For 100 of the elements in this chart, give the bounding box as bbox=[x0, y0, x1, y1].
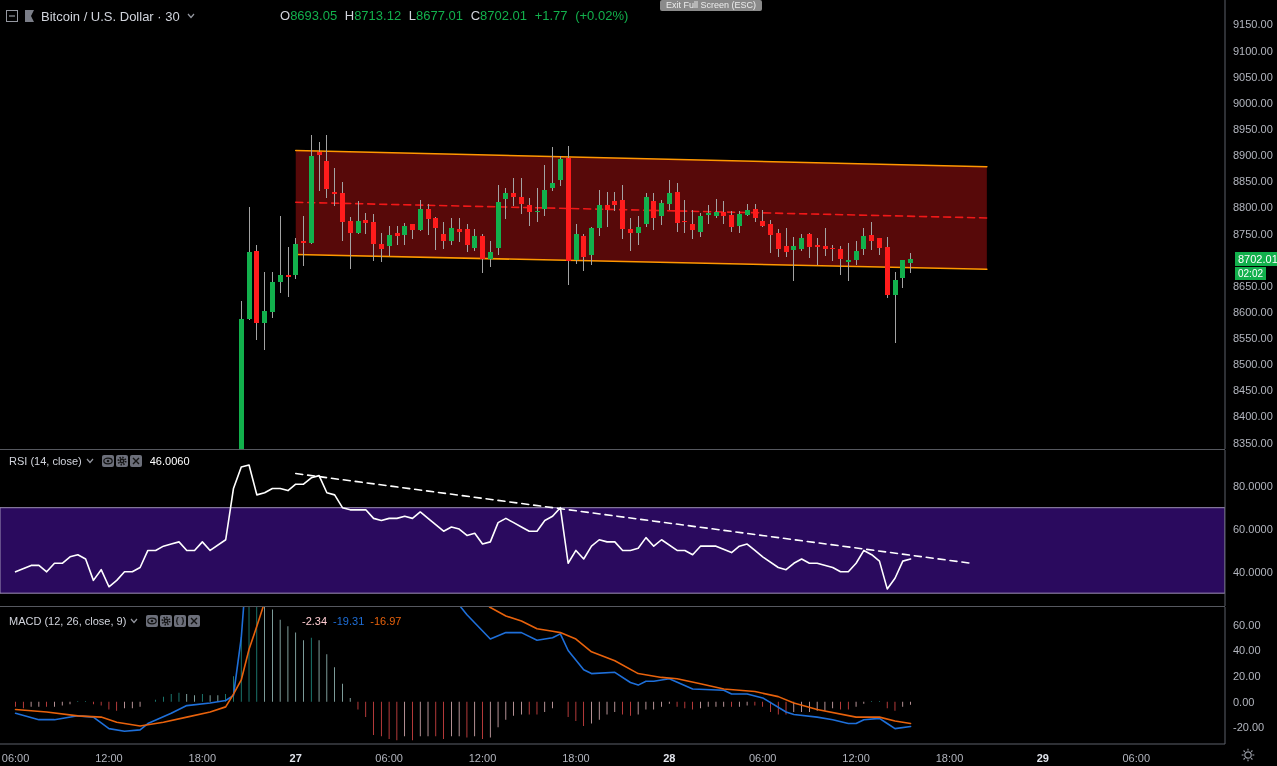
x-tick-label: 28 bbox=[663, 752, 676, 764]
candlestick bbox=[721, 200, 726, 224]
candlestick bbox=[535, 187, 540, 222]
y-tick-label: 8800.00 bbox=[1233, 201, 1273, 214]
candlestick bbox=[846, 242, 851, 281]
candlestick bbox=[395, 225, 400, 245]
candlestick bbox=[519, 177, 524, 214]
candlestick bbox=[698, 212, 703, 237]
candlestick bbox=[682, 199, 687, 233]
x-tick-label: 18:00 bbox=[935, 752, 964, 764]
y-tick-label: -20.00 bbox=[1233, 721, 1265, 734]
candlestick bbox=[558, 155, 563, 186]
candlestick bbox=[605, 191, 610, 227]
candlestick bbox=[612, 191, 617, 211]
x-tick-label: 18:00 bbox=[188, 752, 217, 764]
y-tick-label: 8450.00 bbox=[1233, 384, 1273, 397]
candlestick bbox=[581, 233, 586, 271]
y-tick-label: 8400.00 bbox=[1233, 410, 1273, 423]
candlestick bbox=[838, 245, 843, 275]
candlestick bbox=[301, 215, 306, 266]
candlestick bbox=[262, 271, 267, 350]
candlestick bbox=[480, 233, 485, 273]
candlestick bbox=[488, 240, 493, 267]
x-tick-label: 12:00 bbox=[842, 752, 870, 764]
candlestick bbox=[363, 212, 368, 234]
candlestick bbox=[869, 221, 874, 250]
text: MACD (12, 26, close, 9) bbox=[9, 615, 127, 627]
candlestick bbox=[706, 204, 711, 224]
candlestick bbox=[714, 198, 719, 218]
candlestick bbox=[823, 227, 828, 256]
candlestick bbox=[815, 237, 820, 265]
y-tick-label: 9050.00 bbox=[1233, 70, 1273, 83]
candlestick bbox=[402, 222, 407, 245]
candlestick bbox=[861, 227, 866, 255]
candlestick bbox=[286, 246, 291, 297]
x-tick-label: 18:00 bbox=[562, 752, 590, 764]
annotation: -16.97 bbox=[370, 615, 402, 627]
candlestick bbox=[729, 210, 734, 232]
y-tick-label: 8900.00 bbox=[1233, 149, 1273, 162]
y-tick-label: 8650.00 bbox=[1233, 279, 1273, 292]
candlestick bbox=[636, 215, 641, 245]
y-tick-label: 9150.00 bbox=[1233, 18, 1273, 31]
candlestick bbox=[690, 209, 695, 239]
candlestick bbox=[893, 271, 898, 343]
candlestick bbox=[651, 192, 656, 230]
candlestick bbox=[768, 219, 773, 253]
y-tick-label: 8850.00 bbox=[1233, 175, 1273, 188]
candlestick bbox=[830, 244, 835, 261]
candlestick bbox=[511, 177, 516, 206]
y-tick-label: 8950.00 bbox=[1233, 123, 1273, 136]
text: 46.0060 bbox=[149, 455, 190, 467]
y-tick-label: 60.0000 bbox=[1233, 522, 1273, 535]
y-tick-label: 8500.00 bbox=[1233, 358, 1273, 371]
y-tick-label: 80.0000 bbox=[1233, 480, 1273, 493]
candlestick bbox=[379, 232, 384, 262]
text: RSI (14, close) bbox=[9, 455, 82, 467]
y-tick-label: 40.00 bbox=[1233, 644, 1261, 657]
candlestick bbox=[457, 217, 462, 242]
y-tick-label: 9100.00 bbox=[1233, 44, 1273, 57]
y-tick-label: 8350.00 bbox=[1233, 436, 1273, 449]
text: 02:02 bbox=[1235, 266, 1267, 280]
candlestick bbox=[597, 189, 602, 236]
y-tick-label: 60.00 bbox=[1233, 618, 1261, 631]
candlestick bbox=[503, 187, 508, 219]
text: O8693.05 H8713.12 L8677.01 C8702.01 +1.77 (+0.02%) bbox=[280, 8, 629, 24]
candlestick bbox=[807, 232, 812, 258]
candlestick bbox=[737, 210, 742, 233]
candlestick bbox=[387, 225, 392, 256]
candlestick bbox=[784, 227, 789, 257]
text: Bitcoin / U.S. Dollar · 30 bbox=[41, 8, 180, 24]
candlestick bbox=[472, 228, 477, 251]
y-tick-label: 8550.00 bbox=[1233, 332, 1273, 345]
candlestick bbox=[356, 200, 361, 234]
annotation: -19.31 bbox=[333, 615, 365, 627]
candlestick bbox=[371, 213, 376, 261]
candlestick bbox=[332, 167, 337, 206]
candlestick bbox=[667, 179, 672, 210]
y-tick-label: 0.00 bbox=[1233, 695, 1255, 708]
x-tick-label: 06:00 bbox=[1122, 752, 1151, 764]
y-tick-label: 40.0000 bbox=[1233, 565, 1273, 578]
candlestick bbox=[433, 216, 438, 250]
annotation: Exit Full Screen (ESC) bbox=[660, 0, 763, 11]
candlestick bbox=[542, 164, 547, 216]
x-tick-label: 06:00 bbox=[375, 752, 403, 764]
x-tick-label: 12:00 bbox=[468, 752, 497, 764]
x-tick-label: 27 bbox=[289, 752, 302, 764]
candlestick bbox=[550, 146, 555, 191]
x-tick-label: 06:00 bbox=[1, 752, 30, 764]
candlestick bbox=[426, 203, 431, 235]
candlestick bbox=[854, 240, 859, 265]
candlestick bbox=[900, 259, 905, 288]
candlestick bbox=[908, 252, 913, 273]
candlestick bbox=[659, 199, 664, 225]
text: 8702.01 bbox=[1235, 251, 1277, 266]
y-tick-label: 8750.00 bbox=[1233, 227, 1273, 240]
candlestick bbox=[776, 228, 781, 257]
x-tick-label: 12:00 bbox=[95, 752, 123, 764]
candlestick bbox=[418, 199, 423, 231]
candlestick bbox=[449, 217, 454, 245]
y-tick-label: 20.00 bbox=[1233, 670, 1261, 683]
